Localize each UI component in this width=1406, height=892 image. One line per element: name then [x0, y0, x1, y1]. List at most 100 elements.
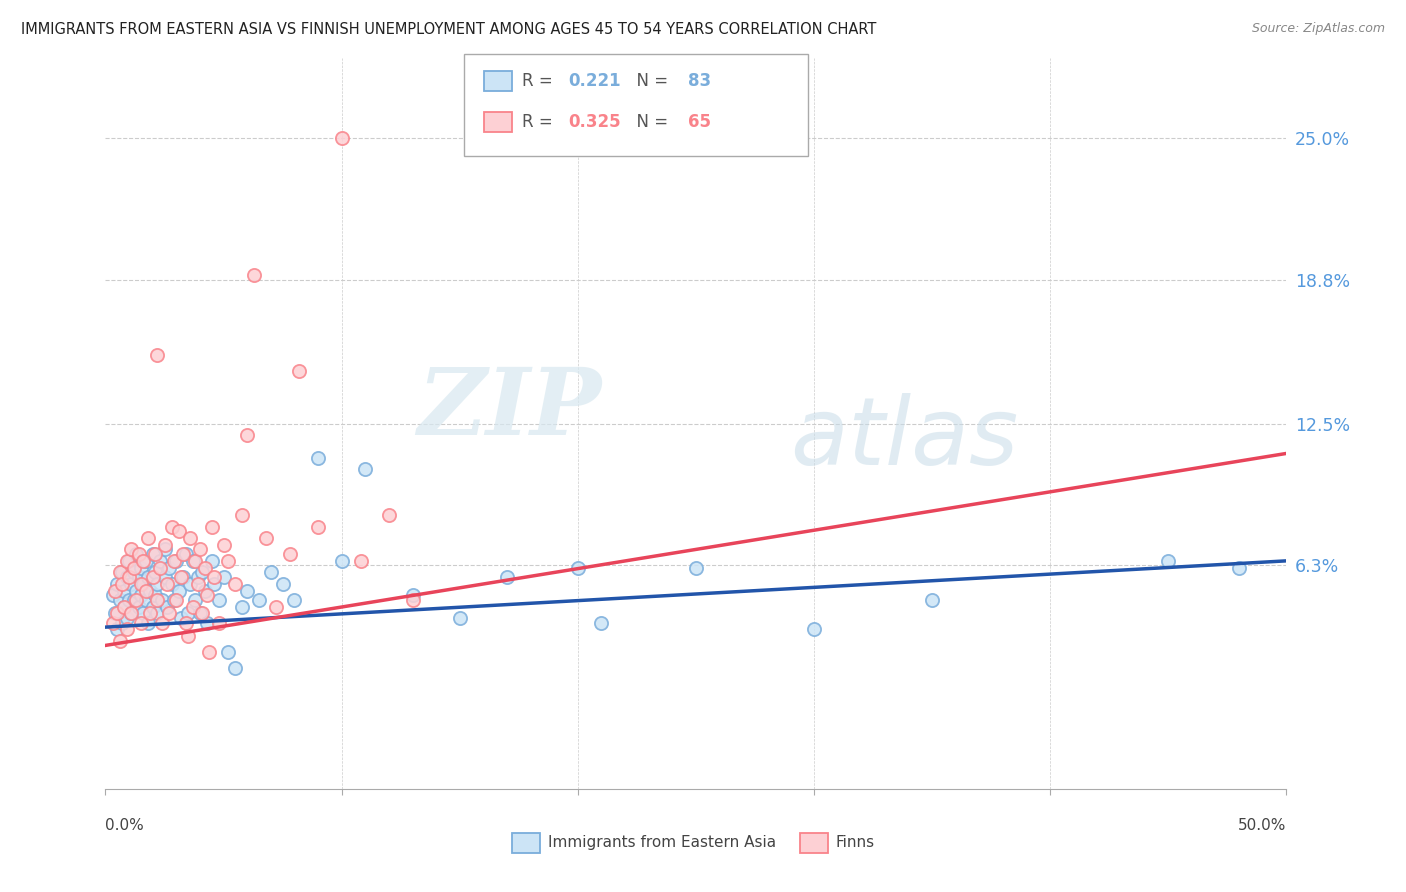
Point [243, 268, 266, 282]
Point [170, 570, 193, 584]
Point [247, 592, 270, 607]
Point [112, 599, 135, 614]
Point [174, 615, 197, 630]
Point [150, 592, 173, 607]
Point [224, 576, 246, 591]
Point [149, 554, 172, 568]
Point [271, 576, 294, 591]
Point [201, 519, 224, 533]
Point [135, 583, 157, 598]
Point [129, 560, 152, 574]
Point [136, 570, 159, 584]
Point [108, 633, 131, 648]
Point [146, 607, 169, 621]
Text: 0.0%: 0.0% [105, 818, 145, 832]
Point [157, 560, 180, 574]
Point [195, 588, 218, 602]
Point [288, 364, 311, 378]
Point [167, 524, 190, 538]
Point [129, 588, 152, 602]
Point [136, 615, 159, 630]
Point [125, 547, 148, 561]
Text: Finns: Finns [835, 836, 875, 850]
Point [307, 450, 329, 465]
Text: 0.325: 0.325 [568, 113, 620, 131]
Point [104, 607, 127, 621]
Point [194, 583, 217, 598]
Text: Source: ZipAtlas.com: Source: ZipAtlas.com [1251, 22, 1385, 36]
Point [146, 576, 169, 591]
Point [108, 566, 131, 580]
Point [496, 570, 519, 584]
Text: 50.0%: 50.0% [1239, 818, 1286, 832]
Point [201, 554, 224, 568]
Point [111, 576, 134, 591]
Point [163, 592, 186, 607]
Text: 83: 83 [688, 72, 710, 90]
Point [104, 583, 127, 598]
Point [101, 588, 124, 602]
Point [132, 554, 155, 568]
Point [115, 570, 138, 584]
Point [179, 531, 201, 545]
Point [184, 554, 207, 568]
Point [231, 508, 253, 522]
Point [181, 554, 204, 568]
Point [188, 542, 211, 557]
Point [125, 592, 148, 607]
Point [195, 615, 218, 630]
Point [142, 547, 165, 561]
Point [170, 611, 193, 625]
Point [122, 560, 145, 574]
Point [591, 615, 613, 630]
Point [177, 629, 200, 643]
Point [174, 547, 197, 561]
Point [115, 554, 138, 568]
Point [146, 348, 169, 362]
Point [135, 554, 157, 568]
Point [231, 599, 253, 614]
Text: ZIP: ZIP [418, 364, 602, 454]
Point [191, 607, 214, 621]
Point [165, 554, 187, 568]
Point [163, 554, 186, 568]
Point [172, 547, 194, 561]
Point [111, 615, 134, 630]
Point [115, 623, 138, 637]
Point [172, 570, 194, 584]
Point [330, 554, 353, 568]
Point [135, 592, 157, 607]
Point [156, 576, 179, 591]
Point [129, 576, 152, 591]
Point [236, 428, 259, 442]
Point [108, 592, 131, 607]
Point [136, 531, 159, 545]
Point [120, 542, 142, 557]
Point [111, 566, 134, 580]
Point [1227, 560, 1250, 574]
Point [217, 645, 239, 659]
Point [224, 661, 246, 675]
Point [122, 592, 145, 607]
Point [202, 570, 225, 584]
Point [146, 592, 169, 607]
Point [153, 542, 176, 557]
Point [160, 519, 183, 533]
Point [354, 462, 377, 476]
Point [120, 607, 142, 621]
Text: N =: N = [626, 72, 673, 90]
Text: 0.221: 0.221 [568, 72, 620, 90]
Point [254, 531, 277, 545]
Point [105, 576, 128, 591]
Point [150, 615, 173, 630]
Text: 65: 65 [688, 113, 710, 131]
Point [139, 607, 162, 621]
Point [349, 554, 371, 568]
Point [188, 607, 211, 621]
Point [401, 592, 423, 607]
Point [118, 570, 141, 584]
Point [128, 599, 150, 614]
Point [132, 607, 155, 621]
Point [198, 645, 221, 659]
Point [401, 588, 423, 602]
